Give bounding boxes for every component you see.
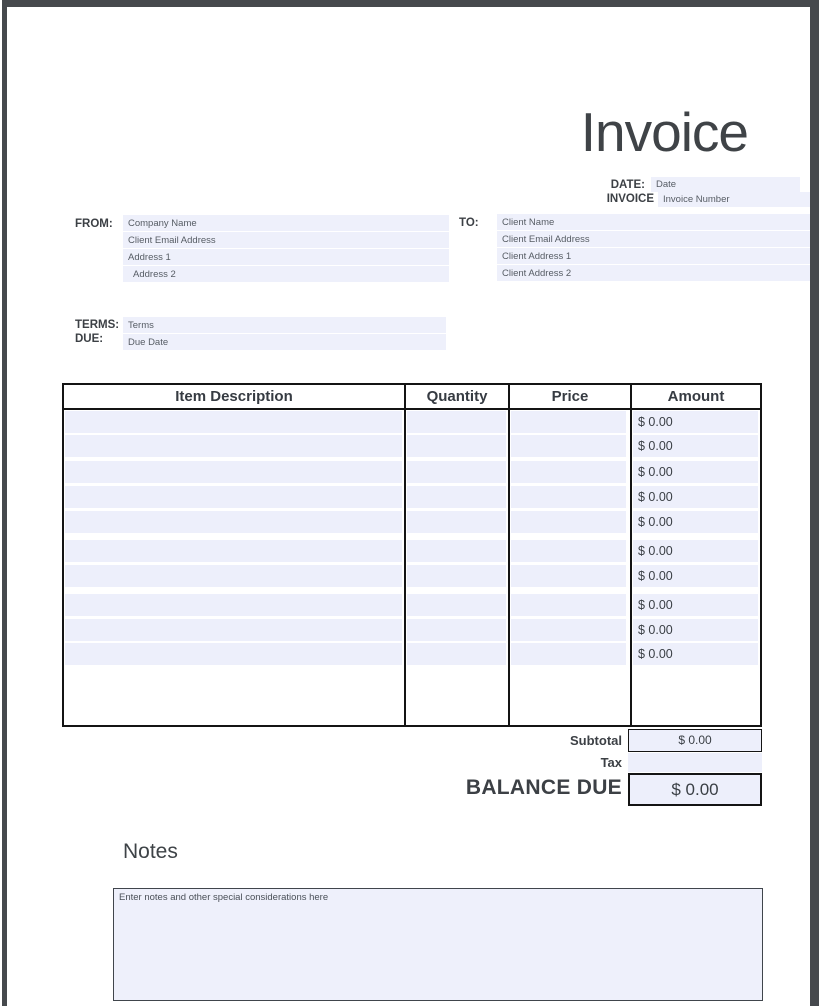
item-description-input[interactable] (65, 486, 402, 508)
item-amount-value: $ 0.00 (633, 486, 758, 508)
from-email-input[interactable] (123, 232, 449, 248)
table-row: $ 0.00 (64, 435, 760, 457)
from-company-input[interactable] (123, 215, 449, 231)
invoice-number-label: INVOICE (606, 193, 654, 205)
item-price-input[interactable] (511, 594, 626, 616)
page-frame-left (2, 2, 7, 1006)
table-row: $ 0.00 (64, 486, 760, 508)
item-quantity-input[interactable] (407, 435, 506, 457)
date-input[interactable] (651, 177, 800, 192)
table-row: $ 0.00 (64, 411, 760, 433)
item-price-input[interactable] (511, 411, 626, 433)
table-row: $ 0.00 (64, 540, 760, 562)
item-amount-value: $ 0.00 (633, 619, 758, 641)
column-divider (508, 385, 510, 725)
item-quantity-input[interactable] (407, 461, 506, 483)
item-quantity-input[interactable] (407, 486, 506, 508)
item-price-input[interactable] (511, 619, 626, 641)
item-amount-value: $ 0.00 (633, 643, 758, 665)
item-quantity-input[interactable] (407, 540, 506, 562)
terms-label: TERMS: (75, 319, 120, 331)
line-items-table: Item Description Quantity Price Amount $… (62, 383, 762, 727)
date-label: DATE: (610, 179, 645, 191)
from-address2-input[interactable] (123, 266, 449, 282)
item-description-input[interactable] (65, 511, 402, 533)
item-price-input[interactable] (511, 486, 626, 508)
item-description-input[interactable] (65, 619, 402, 641)
item-amount-value: $ 0.00 (633, 565, 758, 587)
item-amount-value: $ 0.00 (633, 540, 758, 562)
table-row: $ 0.00 (64, 461, 760, 483)
tax-label: Tax (600, 755, 622, 770)
table-row: $ 0.00 (64, 594, 760, 616)
from-label: FROM: (75, 218, 113, 230)
item-price-input[interactable] (511, 643, 626, 665)
item-quantity-input[interactable] (407, 565, 506, 587)
item-quantity-input[interactable] (407, 411, 506, 433)
invoice-number-input[interactable] (658, 192, 810, 207)
item-description-input[interactable] (65, 540, 402, 562)
item-quantity-input[interactable] (407, 619, 506, 641)
column-divider (404, 385, 406, 725)
item-amount-value: $ 0.00 (633, 511, 758, 533)
header-divider (64, 408, 760, 410)
due-date-input[interactable] (123, 334, 446, 350)
to-email-input[interactable] (497, 231, 810, 247)
balance-due-value: $ 0.00 (628, 773, 762, 806)
table-row: $ 0.00 (64, 619, 760, 641)
item-description-input[interactable] (65, 594, 402, 616)
item-price-input[interactable] (511, 511, 626, 533)
table-row: $ 0.00 (64, 511, 760, 533)
item-quantity-input[interactable] (407, 594, 506, 616)
page-frame-top (2, 0, 818, 7)
column-header-item-description: Item Description (175, 388, 293, 405)
item-description-input[interactable] (65, 435, 402, 457)
page-frame-right (810, 0, 819, 1006)
to-address2-input[interactable] (497, 265, 810, 281)
item-price-input[interactable] (511, 540, 626, 562)
item-description-input[interactable] (65, 411, 402, 433)
column-header-quantity: Quantity (426, 388, 488, 405)
table-row: $ 0.00 (64, 565, 760, 587)
item-price-input[interactable] (511, 565, 626, 587)
table-row: $ 0.00 (64, 643, 760, 665)
due-label: DUE: (75, 333, 104, 345)
notes-textarea[interactable] (113, 888, 763, 1001)
to-label: TO: (459, 217, 479, 229)
from-address1-input[interactable] (123, 249, 449, 265)
terms-input[interactable] (123, 317, 446, 333)
column-divider (630, 385, 632, 725)
notes-heading: Notes (123, 840, 178, 863)
item-quantity-input[interactable] (407, 511, 506, 533)
to-address1-input[interactable] (497, 248, 810, 264)
page-title: Invoice (580, 101, 749, 163)
subtotal-value: $ 0.00 (628, 729, 762, 752)
item-description-input[interactable] (65, 565, 402, 587)
subtotal-label: Subtotal (570, 733, 622, 748)
item-description-input[interactable] (65, 461, 402, 483)
to-name-input[interactable] (497, 214, 810, 230)
item-amount-value: $ 0.00 (633, 411, 758, 433)
item-price-input[interactable] (511, 461, 626, 483)
item-amount-value: $ 0.00 (633, 461, 758, 483)
item-quantity-input[interactable] (407, 643, 506, 665)
item-price-input[interactable] (511, 435, 626, 457)
column-header-amount: Amount (667, 388, 725, 405)
item-amount-value: $ 0.00 (633, 435, 758, 457)
item-amount-value: $ 0.00 (633, 594, 758, 616)
item-description-input[interactable] (65, 643, 402, 665)
tax-input[interactable] (628, 753, 762, 772)
column-header-price: Price (551, 388, 589, 405)
balance-due-label: BALANCE DUE (465, 776, 622, 799)
